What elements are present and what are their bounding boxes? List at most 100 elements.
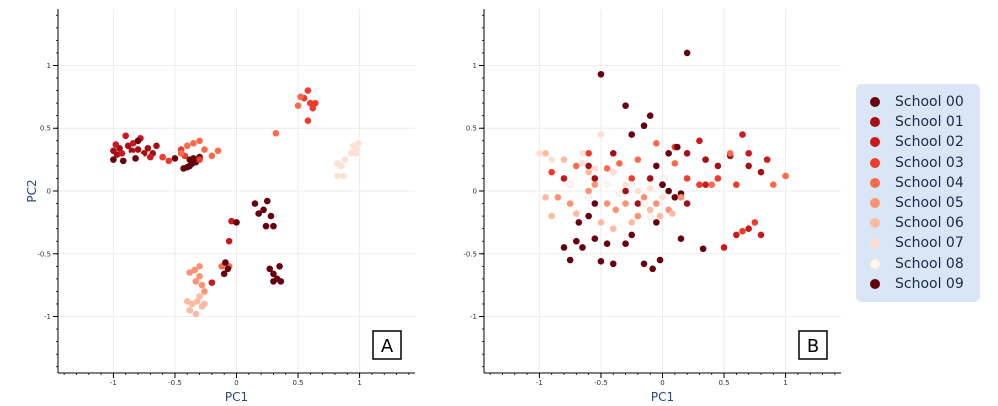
- data-point: [579, 150, 586, 157]
- data-point: [656, 256, 664, 264]
- y-tick-label: -0.5: [37, 250, 51, 258]
- data-point: [612, 206, 620, 214]
- data-point: [640, 260, 648, 268]
- y-tick-label: 0.5: [466, 125, 477, 133]
- data-point: [548, 156, 556, 163]
- data-point: [726, 150, 734, 157]
- data-point: [355, 140, 362, 147]
- legend-item[interactable]: School 04: [870, 173, 980, 193]
- legend-marker: [870, 198, 880, 209]
- legend-item[interactable]: School 05: [870, 193, 980, 213]
- data-point: [186, 306, 194, 314]
- x-tick-label: -1: [110, 379, 117, 387]
- data-point: [665, 150, 672, 157]
- data-point: [597, 131, 605, 138]
- data-point: [751, 219, 759, 226]
- legend-marker: [870, 278, 880, 289]
- data-point: [566, 256, 574, 264]
- data-point: [192, 310, 200, 318]
- data-point: [352, 150, 360, 157]
- data-point: [683, 49, 691, 57]
- data-point: [628, 131, 636, 138]
- data-point: [119, 157, 127, 165]
- data-point: [573, 210, 580, 217]
- legend-label: School 07: [895, 235, 964, 252]
- data-point: [307, 99, 314, 107]
- legend-item[interactable]: School 00: [870, 92, 980, 112]
- data-point: [597, 219, 605, 226]
- data-point: [640, 122, 648, 130]
- data-point: [579, 244, 586, 251]
- y-tick-label: -1: [44, 313, 51, 321]
- data-point: [266, 265, 274, 273]
- data-point: [132, 155, 139, 162]
- legend-item[interactable]: School 02: [870, 132, 980, 152]
- data-point: [208, 279, 216, 286]
- data-point: [683, 200, 691, 207]
- data-point: [233, 219, 240, 226]
- data-point: [110, 156, 117, 163]
- data-point: [757, 231, 765, 239]
- data-point: [124, 142, 132, 150]
- data-point: [646, 175, 654, 182]
- data-point: [183, 142, 191, 150]
- legend-item[interactable]: School 06: [870, 213, 980, 233]
- legend-label: School 01: [895, 114, 964, 131]
- x-tick-label: 1: [357, 379, 361, 387]
- data-point: [653, 162, 660, 170]
- data-point: [653, 140, 660, 147]
- data-point: [757, 168, 765, 176]
- legend-marker: [870, 97, 880, 108]
- data-point: [649, 265, 656, 273]
- legend-label: School 02: [895, 134, 964, 151]
- legend-label: School 03: [895, 154, 964, 171]
- data-point: [542, 193, 549, 201]
- data-point: [350, 142, 357, 150]
- data-point: [260, 206, 267, 214]
- data-point: [646, 112, 654, 119]
- x-tick-label: 0.5: [718, 379, 729, 387]
- data-point: [192, 278, 200, 285]
- data-point: [646, 206, 654, 214]
- data-point: [198, 281, 206, 289]
- x-tick-label: -0.5: [594, 379, 608, 387]
- data-point: [566, 181, 574, 189]
- data-point: [251, 200, 259, 207]
- legend-item[interactable]: School 08: [870, 254, 980, 274]
- data-point: [270, 278, 277, 285]
- x-tick-label: 1: [783, 379, 787, 387]
- data-point: [542, 150, 549, 157]
- data-point: [171, 155, 179, 162]
- legend-item[interactable]: School 03: [870, 153, 980, 173]
- y-tick-label: -0.5: [463, 250, 477, 258]
- data-point: [671, 193, 679, 201]
- legend-item[interactable]: School 09: [870, 274, 980, 294]
- data-point: [224, 265, 232, 273]
- data-point: [337, 162, 345, 170]
- data-point: [147, 153, 154, 161]
- legend-item[interactable]: School 01: [870, 112, 980, 132]
- data-point: [622, 240, 629, 248]
- data-point: [144, 145, 152, 152]
- legend-item[interactable]: School 07: [870, 233, 980, 253]
- data-point: [603, 165, 611, 172]
- data-point: [677, 193, 685, 201]
- data-point: [272, 129, 280, 137]
- data-point: [270, 270, 277, 278]
- data-point: [597, 257, 605, 265]
- data-point: [720, 244, 728, 251]
- data-point: [661, 174, 669, 182]
- data-point: [134, 137, 142, 145]
- data-point: [193, 298, 201, 305]
- data-point: [656, 212, 664, 220]
- legend-marker: [870, 238, 880, 249]
- data-point: [591, 200, 599, 207]
- data-point: [585, 150, 592, 157]
- panel-label: A: [381, 336, 394, 357]
- data-point: [560, 175, 568, 182]
- y-tick-label: 0.5: [40, 125, 51, 133]
- data-point: [628, 219, 636, 226]
- x-tick-label: -0.5: [168, 379, 182, 387]
- data-point: [347, 150, 355, 157]
- data-point: [196, 293, 203, 300]
